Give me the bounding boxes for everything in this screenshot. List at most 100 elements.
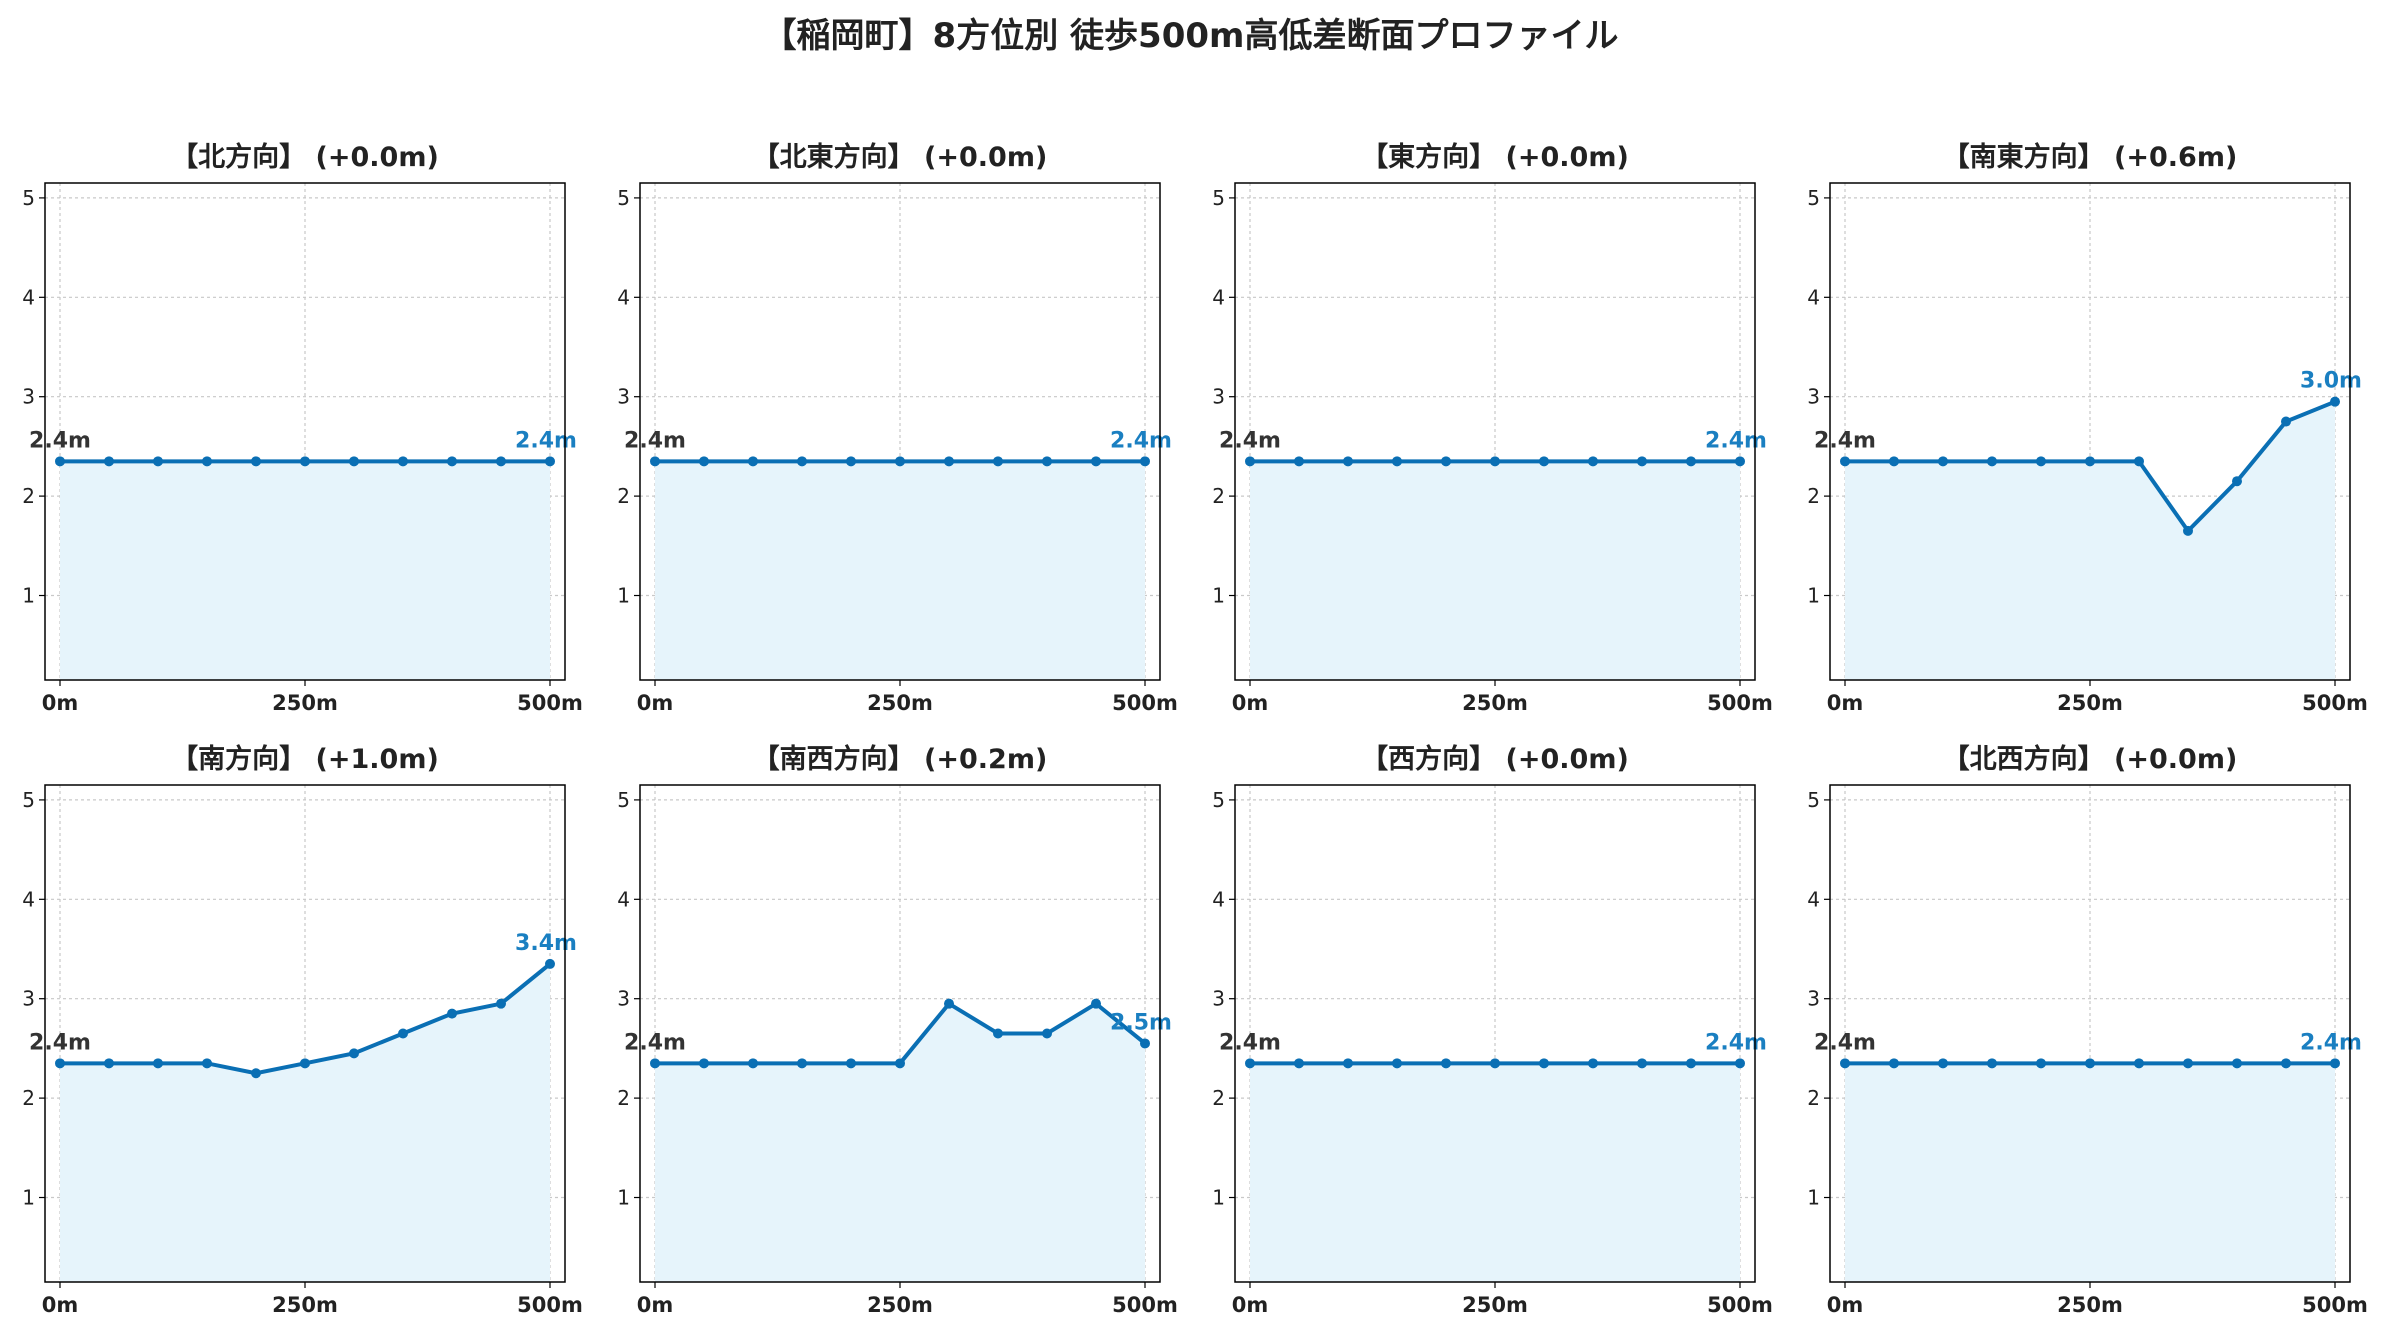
y-tick-label: 5	[22, 788, 35, 812]
y-tick-label: 4	[1807, 887, 1820, 911]
start-value-label: 2.4m	[1219, 428, 1281, 453]
data-point	[1889, 456, 1899, 467]
x-tick-label: 0m	[1827, 691, 1864, 715]
data-point	[2183, 525, 2193, 536]
y-tick-label: 5	[617, 788, 630, 812]
y-tick-label: 3	[617, 385, 630, 409]
data-point	[1539, 456, 1549, 467]
data-point	[2134, 456, 2144, 467]
y-tick-label: 4	[617, 887, 630, 911]
data-point	[846, 1058, 856, 1069]
y-tick-label: 2	[22, 1086, 35, 1110]
y-tick-label: 4	[617, 285, 630, 309]
x-tick-label: 250m	[272, 1293, 338, 1317]
data-point	[496, 456, 506, 467]
data-point	[895, 456, 905, 467]
y-tick-label: 2	[617, 484, 630, 508]
y-tick-label: 3	[1212, 385, 1225, 409]
y-tick-label: 4	[1807, 285, 1820, 309]
data-point	[2330, 396, 2340, 407]
start-value-label: 2.4m	[29, 1030, 91, 1055]
x-tick-label: 250m	[1462, 1293, 1528, 1317]
subplot-7: 【西方向】 (+0.0m) 2.4m 2.4m 1 2 3 4 5 0m 250m 500m	[1212, 743, 1773, 1317]
data-point	[251, 456, 261, 467]
data-point	[1245, 456, 1255, 467]
data-point	[300, 1058, 310, 1069]
data-point	[1441, 1058, 1451, 1069]
data-point	[153, 1058, 163, 1069]
x-tick-label: 500m	[1707, 1293, 1773, 1317]
data-point	[1735, 1058, 1745, 1069]
y-tick-label: 1	[1212, 1186, 1225, 1210]
subplot-1: 【北方向】 (+0.0m) 2.4m 2.4m 1 2 3 4 5 0m 250m 500m	[22, 141, 583, 715]
data-point	[1588, 1058, 1598, 1069]
data-point	[398, 456, 408, 467]
subplot-title: 【西方向】 (+0.0m)	[1361, 743, 1629, 775]
start-value-label: 2.4m	[1814, 428, 1876, 453]
data-point	[1140, 456, 1150, 467]
y-tick-label: 3	[1807, 987, 1820, 1011]
data-point	[2281, 1058, 2291, 1069]
data-point	[55, 1058, 65, 1069]
start-value-label: 2.4m	[29, 428, 91, 453]
y-tick-label: 1	[22, 1186, 35, 1210]
data-point	[1140, 1038, 1150, 1049]
data-point	[650, 1058, 660, 1069]
end-value-label: 2.5m	[1110, 1010, 1172, 1035]
data-point	[349, 1048, 359, 1059]
data-point	[1686, 1058, 1696, 1069]
y-tick-label: 1	[617, 584, 630, 608]
subplot-4: 【南東方向】 (+0.6m) 2.4m 3.0m 1 2 3 4 5 0m 250m 500m	[1807, 141, 2368, 715]
subplot-title: 【南東方向】 (+0.6m)	[1943, 141, 2238, 173]
y-tick-label: 3	[617, 987, 630, 1011]
data-point	[993, 456, 1003, 467]
end-value-label: 2.4m	[1705, 1030, 1767, 1055]
data-point	[1091, 998, 1101, 1009]
x-tick-label: 0m	[1232, 1293, 1269, 1317]
y-tick-label: 5	[1212, 788, 1225, 812]
data-point	[2281, 416, 2291, 427]
x-tick-label: 500m	[1707, 691, 1773, 715]
data-point	[1042, 456, 1052, 467]
data-point	[699, 456, 709, 467]
x-tick-label: 0m	[637, 1293, 674, 1317]
data-point	[1042, 1028, 1052, 1039]
data-point	[748, 1058, 758, 1069]
x-tick-label: 500m	[2302, 1293, 2368, 1317]
y-tick-label: 5	[22, 186, 35, 210]
data-point	[1490, 1058, 1500, 1069]
subplot-title: 【北東方向】 (+0.0m)	[753, 141, 1048, 173]
data-point	[2183, 1058, 2193, 1069]
data-point	[2330, 1058, 2340, 1069]
data-point	[2036, 456, 2046, 467]
end-value-label: 2.4m	[515, 428, 577, 453]
data-point	[1686, 456, 1696, 467]
data-point	[55, 456, 65, 467]
y-tick-label: 1	[1807, 584, 1820, 608]
data-point	[1637, 456, 1647, 467]
data-point	[1840, 456, 1850, 467]
data-point	[1539, 1058, 1549, 1069]
x-tick-label: 0m	[637, 691, 674, 715]
data-point	[202, 456, 212, 467]
subplot-5: 【南方向】 (+1.0m) 2.4m 3.4m 1 2 3 4 5 0m 250m 500m	[22, 743, 583, 1317]
data-point	[1889, 1058, 1899, 1069]
data-point	[797, 456, 807, 467]
x-tick-label: 250m	[867, 691, 933, 715]
data-point	[846, 456, 856, 467]
elevation-area	[1845, 401, 2335, 680]
data-point	[545, 958, 555, 969]
data-point	[1245, 1058, 1255, 1069]
data-point	[797, 1058, 807, 1069]
y-tick-label: 2	[1807, 484, 1820, 508]
x-tick-label: 250m	[867, 1293, 933, 1317]
elevation-area	[1250, 461, 1740, 680]
data-point	[545, 456, 555, 467]
data-point	[2085, 1058, 2095, 1069]
data-point	[1490, 456, 1500, 467]
data-point	[1987, 1058, 1997, 1069]
data-point	[895, 1058, 905, 1069]
data-point	[1392, 456, 1402, 467]
data-point	[1938, 456, 1948, 467]
